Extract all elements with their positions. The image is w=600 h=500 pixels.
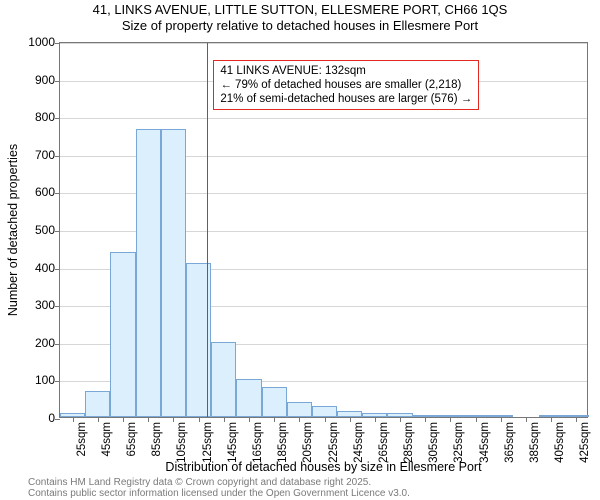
xtick-mark [224, 417, 225, 422]
annotation-line: 41 LINKS AVENUE: 132sqm [220, 64, 472, 78]
histogram-bar [362, 413, 387, 417]
histogram-bar [262, 387, 287, 417]
histogram-bar [60, 413, 85, 417]
histogram-bar [337, 411, 362, 417]
xtick-mark [501, 417, 502, 422]
ytick-label: 700 [15, 148, 55, 162]
histogram-bar [287, 402, 312, 417]
xtick-label: 405sqm [554, 422, 566, 463]
ytick-mark [55, 43, 60, 44]
xtick-mark [123, 417, 124, 422]
xtick-mark [73, 417, 74, 422]
xtick-mark [375, 417, 376, 422]
title-line-1: 41, LINKS AVENUE, LITTLE SUTTON, ELLESME… [0, 2, 600, 18]
xtick-label: 285sqm [403, 422, 415, 463]
xtick-mark [551, 417, 552, 422]
annotation-box: 41 LINKS AVENUE: 132sqm← 79% of detached… [213, 60, 479, 110]
ytick-mark [55, 118, 60, 119]
xtick-mark [526, 417, 527, 422]
ytick-label: 800 [15, 110, 55, 124]
ytick-label: 1000 [15, 35, 55, 49]
xtick-mark [476, 417, 477, 422]
histogram-bar [463, 415, 488, 417]
xtick-label: 245sqm [353, 422, 365, 463]
xtick-mark [98, 417, 99, 422]
ytick-label: 0 [15, 411, 55, 425]
xtick-label: 425sqm [579, 422, 591, 463]
xtick-label: 65sqm [126, 422, 138, 457]
histogram-bar [488, 415, 513, 417]
histogram-bar [161, 129, 186, 417]
ytick-label: 400 [15, 261, 55, 275]
chart-title-block: 41, LINKS AVENUE, LITTLE SUTTON, ELLESME… [0, 2, 600, 34]
histogram-bar [387, 413, 412, 417]
xtick-mark [249, 417, 250, 422]
ytick-label: 100 [15, 373, 55, 387]
histogram-bar [211, 342, 236, 417]
histogram-bar [413, 415, 438, 417]
ytick-label: 300 [15, 298, 55, 312]
xtick-label: 385sqm [529, 422, 541, 463]
histogram-bar [312, 406, 337, 417]
xtick-label: 205sqm [302, 422, 314, 463]
histogram-bar [110, 252, 135, 417]
ytick-mark [55, 193, 60, 194]
plot-area: 41 LINKS AVENUE: 132sqm← 79% of detached… [59, 42, 588, 418]
xtick-label: 25sqm [76, 422, 88, 457]
xtick-label: 165sqm [252, 422, 264, 463]
annotation-line: ← 79% of detached houses are smaller (2,… [220, 78, 472, 92]
histogram-bar [438, 415, 463, 417]
xtick-mark [148, 417, 149, 422]
xtick-mark [274, 417, 275, 422]
gridline-h [60, 43, 587, 44]
ytick-mark [55, 231, 60, 232]
ytick-mark [55, 344, 60, 345]
xtick-label: 145sqm [227, 422, 239, 463]
ytick-mark [55, 156, 60, 157]
xtick-label: 325sqm [453, 422, 465, 463]
histogram-bar [564, 415, 589, 417]
ytick-mark [55, 269, 60, 270]
xtick-label: 305sqm [428, 422, 440, 463]
ytick-mark [55, 306, 60, 307]
footer-line-2: Contains public sector information licen… [28, 488, 410, 499]
xtick-mark [299, 417, 300, 422]
ytick-mark [55, 81, 60, 82]
xtick-label: 185sqm [277, 422, 289, 463]
xtick-label: 225sqm [328, 422, 340, 463]
xtick-label: 365sqm [504, 422, 516, 463]
title-line-2: Size of property relative to detached ho… [0, 18, 600, 34]
xtick-mark [350, 417, 351, 422]
xtick-label: 125sqm [202, 422, 214, 463]
ytick-label: 500 [15, 223, 55, 237]
xtick-label: 345sqm [479, 422, 491, 463]
xtick-mark [199, 417, 200, 422]
xtick-mark [576, 417, 577, 422]
footer-attribution: Contains HM Land Registry data © Crown c… [28, 477, 410, 499]
reference-line [207, 43, 208, 417]
histogram-bar [236, 379, 261, 417]
xtick-mark [450, 417, 451, 422]
xtick-mark [325, 417, 326, 422]
histogram-bar [85, 391, 110, 417]
chart-container: 41, LINKS AVENUE, LITTLE SUTTON, ELLESME… [0, 0, 600, 500]
ytick-label: 900 [15, 73, 55, 87]
ytick-mark [55, 381, 60, 382]
xtick-label: 45sqm [101, 422, 113, 457]
xtick-label: 105sqm [176, 422, 188, 463]
xtick-mark [425, 417, 426, 422]
xtick-mark [173, 417, 174, 422]
annotation-line: 21% of semi-detached houses are larger (… [220, 92, 472, 106]
ytick-mark [55, 419, 60, 420]
gridline-h [60, 118, 587, 119]
histogram-bar [539, 415, 564, 417]
xtick-label: 85sqm [151, 422, 163, 457]
xtick-label: 265sqm [378, 422, 390, 463]
footer-line-1: Contains HM Land Registry data © Crown c… [28, 477, 410, 488]
ytick-label: 600 [15, 185, 55, 199]
ytick-label: 200 [15, 336, 55, 350]
histogram-bar [136, 129, 161, 417]
xtick-mark [400, 417, 401, 422]
